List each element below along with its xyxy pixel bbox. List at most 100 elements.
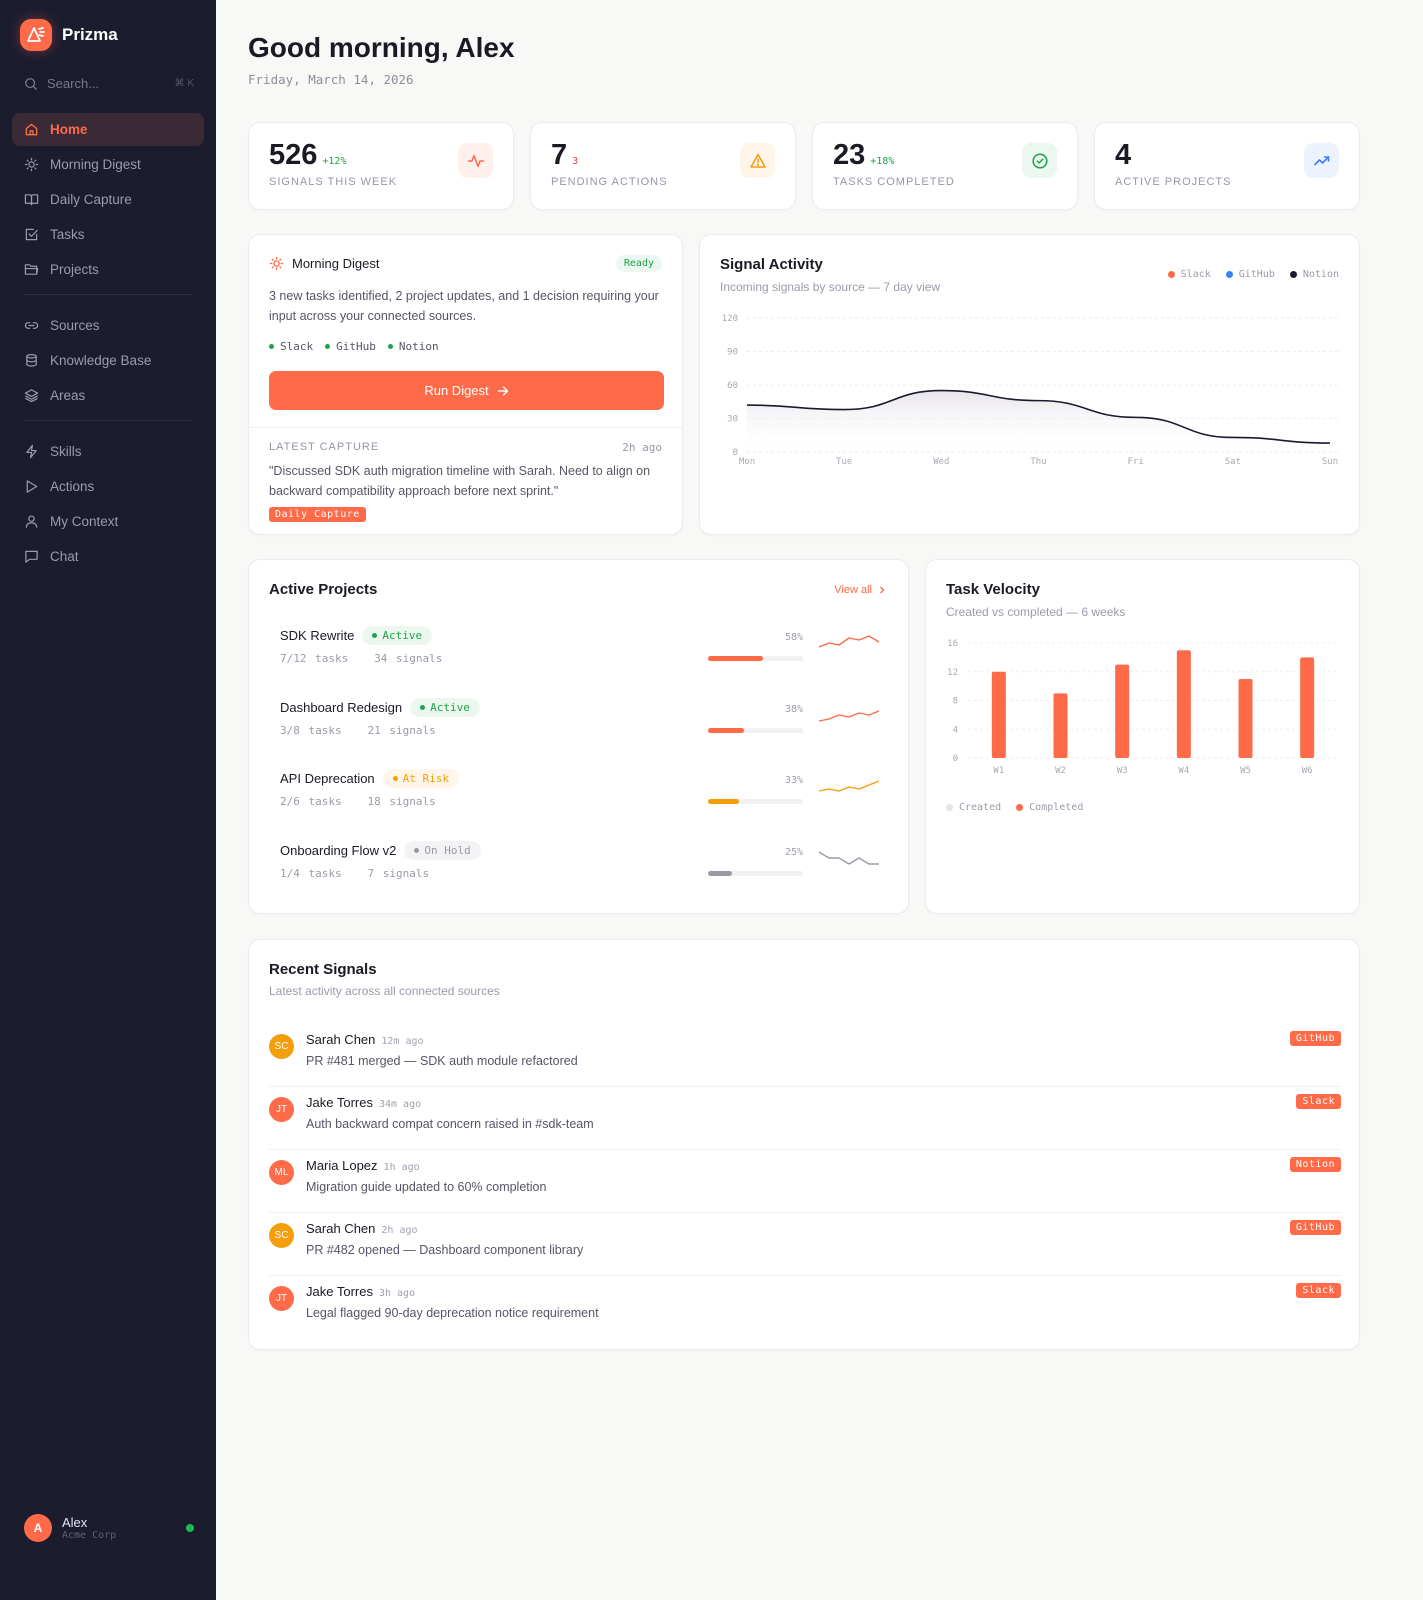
task-velocity-bar-chart: 0 4 8 12 16 W1 W2 W3 W4 W5 W6 — [947, 639, 1338, 776]
signal-row[interactable]: SC Sarah Chen 12m ago PR #481 merged — SD… — [269, 1024, 1341, 1087]
sidebar-item-label: Tasks — [50, 227, 85, 242]
signal-author: Jake Torres — [306, 1284, 373, 1299]
signal-source-tag[interactable]: Slack — [1296, 1283, 1341, 1298]
sidebar-item-tasks[interactable]: Tasks — [12, 218, 204, 251]
project-name: API Deprecation — [280, 771, 375, 786]
trending-up-icon — [1304, 143, 1339, 178]
svg-text:W3: W3 — [1117, 766, 1128, 776]
sidebar-item-label: Home — [50, 122, 88, 137]
avatar: JT — [269, 1286, 294, 1311]
project-sparkline — [818, 780, 880, 792]
legend-created: Created — [946, 802, 1001, 813]
project-row[interactable]: SDK Rewrite Active 7/12 tasks 34 signals… — [280, 626, 880, 686]
svg-text:16: 16 — [947, 639, 958, 649]
sidebar-item-sources[interactable]: Sources — [12, 309, 204, 342]
legend-notion: Notion — [1289, 269, 1339, 280]
project-sparkline — [818, 635, 880, 648]
signal-row[interactable]: JT Jake Torres 34m ago Auth backward comp… — [269, 1087, 1341, 1150]
view-all-link[interactable]: View all — [834, 584, 886, 596]
signal-author: Jake Torres — [306, 1095, 373, 1110]
source-slack: Slack — [269, 340, 313, 353]
project-progress-bar — [708, 727, 803, 733]
zap-icon — [26, 444, 37, 459]
capture-time: 2h ago — [622, 441, 662, 454]
capture-tag[interactable]: Daily Capture — [269, 507, 366, 522]
project-status-badge: On Hold — [404, 840, 481, 860]
stat-delta: +18% — [870, 156, 895, 167]
signal-message: Legal flagged 90-day deprecation notice … — [306, 1306, 599, 1320]
svg-text:4: 4 — [953, 725, 958, 735]
signal-row[interactable]: JT Jake Torres 3h ago Legal flagged 90-da… — [269, 1276, 1341, 1339]
signal-source-tag[interactable]: GitHub — [1289, 1220, 1341, 1235]
sidebar-item-label: Morning Digest — [50, 157, 141, 172]
project-row[interactable]: API Deprecation At Risk 2/6 tasks 18 sig… — [280, 769, 880, 829]
brand[interactable]: Prizma — [20, 19, 118, 51]
signal-row[interactable]: ML Maria Lopez 1h ago Migration guide upd… — [269, 1150, 1341, 1213]
project-progress-bar — [708, 870, 803, 876]
svg-text:Thu: Thu — [1030, 457, 1046, 467]
sidebar-item-label: Chat — [50, 549, 79, 564]
svg-text:0: 0 — [953, 754, 958, 764]
sidebar-item-knowledge-base[interactable]: Knowledge Base — [12, 344, 204, 377]
sidebar-item-skills[interactable]: Skills — [12, 435, 204, 468]
project-signals: 34 signals — [374, 652, 443, 665]
svg-text:Wed: Wed — [933, 457, 949, 467]
stat-card-signals[interactable]: 526 +12% SIGNALS THIS WEEK — [248, 122, 514, 210]
stat-delta: +12% — [322, 156, 347, 167]
project-row[interactable]: Dashboard Redesign Active 3/8 tasks 21 s… — [280, 697, 880, 758]
play-icon — [26, 480, 38, 493]
task-velocity-card: Task Velocity Created vs completed — 6 w… — [925, 559, 1360, 914]
signal-row[interactable]: SC Sarah Chen 2h ago PR #482 opened — Das… — [269, 1213, 1341, 1276]
svg-text:90: 90 — [727, 348, 738, 358]
sidebar-item-chat[interactable]: Chat — [12, 540, 204, 573]
sun-icon — [24, 157, 39, 172]
signal-source-tag[interactable]: Notion — [1289, 1157, 1341, 1172]
sidebar-item-projects[interactable]: Projects — [12, 253, 204, 286]
signal-message: Migration guide updated to 60% completio… — [306, 1180, 547, 1194]
project-name: SDK Rewrite — [280, 628, 355, 643]
app-name: Prizma — [62, 25, 118, 44]
stat-card-tasks-completed[interactable]: 23 +18% TASKS COMPLETED — [812, 122, 1078, 210]
search-input[interactable]: Search... ⌘ K — [24, 76, 194, 91]
user-profile[interactable]: A Alex Acme Corp — [24, 1514, 194, 1542]
current-date: Friday, March 14, 2026 — [248, 72, 414, 87]
stat-card-active-projects[interactable]: 4 ACTIVE PROJECTS — [1094, 122, 1360, 210]
signal-time: 34m ago — [378, 1099, 422, 1110]
run-digest-button[interactable]: Run Digest — [269, 371, 664, 410]
signal-time: 1h ago — [383, 1162, 420, 1173]
sidebar-item-actions[interactable]: Actions — [12, 470, 204, 503]
message-icon — [25, 550, 38, 563]
page-title: Good morning, Alex — [248, 32, 515, 63]
sidebar-divider — [24, 294, 192, 295]
search-icon — [25, 77, 37, 90]
signal-message: PR #482 opened — Dashboard component lib… — [306, 1243, 584, 1257]
signal-source-tag[interactable]: GitHub — [1289, 1031, 1341, 1046]
sidebar-item-my-context[interactable]: My Context — [12, 505, 204, 538]
sidebar-item-home[interactable]: Home — [12, 113, 204, 146]
project-row[interactable]: Onboarding Flow v2 On Hold 1/4 tasks 7 s… — [280, 840, 880, 901]
chevron-right-icon — [880, 586, 885, 594]
sidebar-item-label: Skills — [50, 444, 82, 459]
sidebar-item-daily-capture[interactable]: Daily Capture — [12, 183, 204, 216]
signal-source-tag[interactable]: Slack — [1296, 1094, 1341, 1109]
search-placeholder: Search... — [47, 76, 100, 91]
stat-value: 526 — [269, 139, 318, 171]
svg-text:Tue: Tue — [836, 457, 852, 467]
sidebar-item-morning-digest[interactable]: Morning Digest — [12, 148, 204, 181]
project-tasks: 7/12 tasks — [280, 652, 349, 665]
sidebar-item-label: My Context — [50, 514, 119, 529]
svg-text:120: 120 — [722, 314, 738, 324]
stat-label: ACTIVE PROJECTS — [1115, 176, 1232, 188]
avatar: JT — [269, 1097, 294, 1122]
digest-title: Morning Digest — [292, 256, 380, 271]
stat-value: 4 — [1115, 139, 1132, 171]
sidebar-item-areas[interactable]: Areas — [12, 379, 204, 412]
sidebar-item-label: Daily Capture — [50, 192, 132, 207]
sidebar-item-label: Areas — [50, 388, 86, 403]
capture-text: "Discussed SDK auth migration timeline w… — [269, 464, 651, 498]
svg-text:W4: W4 — [1178, 766, 1189, 776]
sidebar: Prizma Search... ⌘ K Home Morning Digest… — [0, 0, 216, 1600]
chart-legend: Slack GitHub Notion — [1167, 269, 1339, 280]
database-icon — [26, 353, 37, 367]
